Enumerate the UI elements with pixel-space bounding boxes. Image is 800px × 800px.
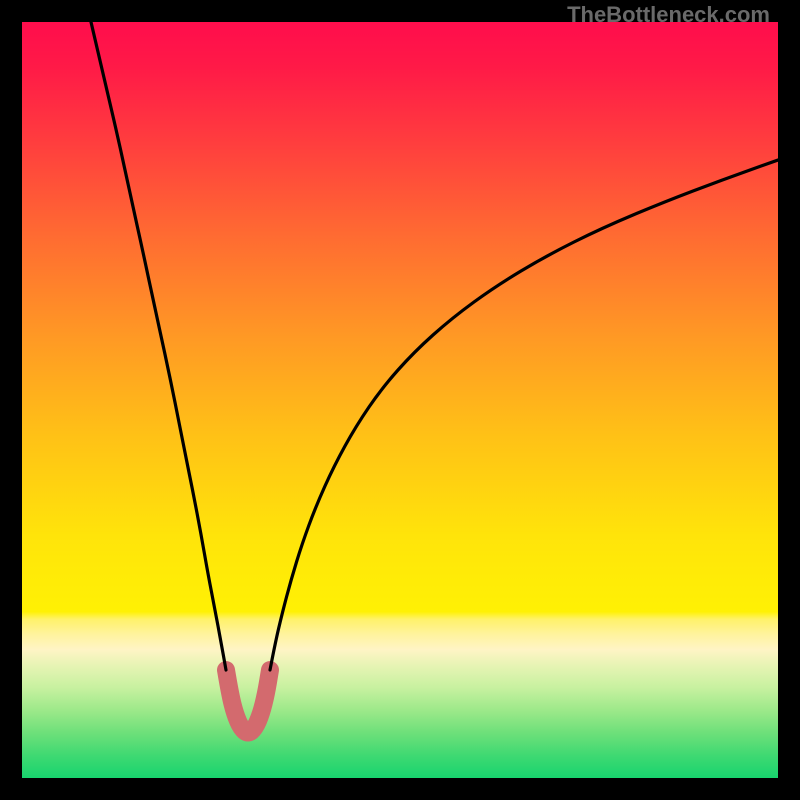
watermark-label: TheBottleneck.com [567, 2, 770, 28]
valley-marker [226, 670, 270, 733]
plot-area [22, 22, 778, 778]
curve-left-branch [91, 22, 226, 670]
chart-frame: TheBottleneck.com [0, 0, 800, 800]
curve-layer [22, 22, 778, 778]
curve-right-branch [270, 160, 778, 670]
